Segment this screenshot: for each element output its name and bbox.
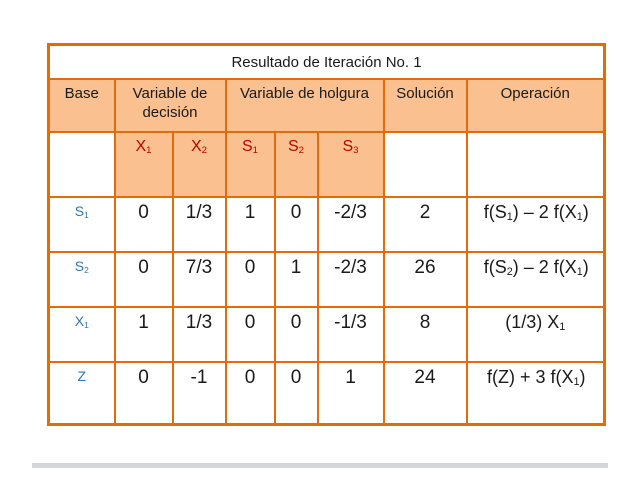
cell-s2-solucion: 26: [382, 251, 468, 308]
table-row-s2: S2 0 7/3 0 1 -2/3 26 f(S2) – 2 f(X1): [47, 251, 606, 308]
footer-divider: [32, 463, 608, 468]
cell-z-s1: 0: [224, 361, 276, 425]
subheader-s3: S3: [316, 131, 385, 198]
cell-s1-x1: 0: [113, 196, 174, 253]
cell-s1-s2: 0: [273, 196, 319, 253]
subheader-s1: S1: [224, 131, 276, 198]
row-label-s1: S1: [47, 196, 116, 253]
cell-x1-s3: -1/3: [316, 306, 385, 363]
iteration-result-table: Resultado de Iteración No. 1 Base Variab…: [47, 43, 606, 426]
cell-x1-s1: 0: [224, 306, 276, 363]
table-title: Resultado de Iteración No. 1: [47, 43, 606, 80]
cell-s1-x2: 1/3: [171, 196, 227, 253]
title-row: Resultado de Iteración No. 1: [47, 43, 606, 80]
row-label-x1: X1: [47, 306, 116, 363]
table-row-s1: S1 0 1/3 1 0 -2/3 2 f(S1) – 2 f(X1): [47, 196, 606, 253]
header-variable-decision: Variable de decisión: [113, 78, 227, 133]
subheader-s2: S2: [273, 131, 319, 198]
header-row: Base Variable de decisión Variable de ho…: [47, 78, 606, 133]
header-base: Base: [47, 78, 116, 133]
row-label-z: Z: [47, 361, 116, 425]
cell-z-operacion: f(Z) + 3 f(X1): [465, 361, 606, 425]
header-solucion: Solución: [382, 78, 468, 133]
cell-x1-operacion: (1/3) X1: [465, 306, 606, 363]
cell-x1-x2: 1/3: [171, 306, 227, 363]
cell-x1-solucion: 8: [382, 306, 468, 363]
cell-x1-x1: 1: [113, 306, 174, 363]
cell-z-solucion: 24: [382, 361, 468, 425]
subheader-empty-operacion: [465, 131, 606, 198]
cell-s1-solucion: 2: [382, 196, 468, 253]
subheader-x1: X1: [113, 131, 174, 198]
cell-x1-s2: 0: [273, 306, 319, 363]
subheader-row: X1 X2 S1 S2 S3: [47, 131, 606, 198]
cell-z-s3: 1: [316, 361, 385, 425]
subheader-empty-solucion: [382, 131, 468, 198]
table-row-x1: X1 1 1/3 0 0 -1/3 8 (1/3) X1: [47, 306, 606, 363]
cell-z-x2: -1: [171, 361, 227, 425]
cell-s2-s1: 0: [224, 251, 276, 308]
cell-s2-s2: 1: [273, 251, 319, 308]
header-variable-holgura: Variable de holgura: [224, 78, 385, 133]
subheader-x2: X2: [171, 131, 227, 198]
cell-s1-operacion: f(S1) – 2 f(X1): [465, 196, 606, 253]
table-row-z: Z 0 -1 0 0 1 24 f(Z) + 3 f(X1): [47, 361, 606, 425]
subheader-empty-base: [47, 131, 116, 198]
cell-s2-x2: 7/3: [171, 251, 227, 308]
cell-s2-x1: 0: [113, 251, 174, 308]
cell-z-x1: 0: [113, 361, 174, 425]
header-operacion: Operación: [465, 78, 606, 133]
cell-s2-operacion: f(S2) – 2 f(X1): [465, 251, 606, 308]
row-label-s2: S2: [47, 251, 116, 308]
cell-z-s2: 0: [273, 361, 319, 425]
cell-s2-s3: -2/3: [316, 251, 385, 308]
cell-s1-s1: 1: [224, 196, 276, 253]
cell-s1-s3: -2/3: [316, 196, 385, 253]
